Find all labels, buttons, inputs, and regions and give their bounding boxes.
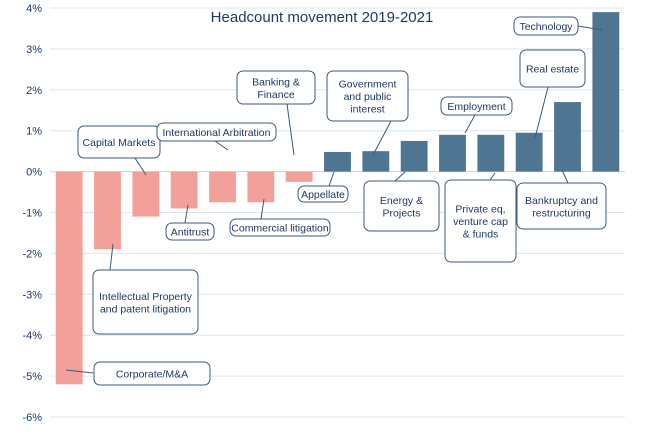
callout-box	[236, 70, 316, 105]
callout-box	[440, 96, 513, 116]
y-tick-label: -4%	[22, 330, 42, 342]
bar-label: Commercial litigation	[231, 223, 329, 235]
callout-leader	[65, 369, 94, 374]
callout-box	[92, 269, 199, 335]
y-tick-label: 0%	[26, 167, 42, 179]
callout-leader	[260, 198, 265, 220]
bar-label-callout: International Arbitration	[156, 122, 277, 151]
y-tick-label: 4%	[26, 3, 42, 15]
callout-box	[519, 49, 586, 88]
callout-leader	[184, 204, 189, 224]
callout-leader	[394, 171, 406, 182]
bar-label: Corporate/M&A	[116, 369, 188, 381]
bar	[515, 132, 543, 172]
callout-box	[516, 182, 607, 230]
bar	[439, 134, 466, 172]
callout-leader	[464, 114, 476, 134]
callout-box	[444, 179, 517, 263]
bar-label-callout: Employment	[440, 96, 513, 134]
bar	[324, 151, 351, 172]
bar	[94, 171, 121, 250]
callout-leader	[534, 86, 549, 139]
bar-label: Bankruptcy and restructuring	[525, 195, 598, 220]
y-tick-label: -5%	[22, 371, 42, 383]
callout-box	[326, 70, 409, 122]
callout-leader	[328, 171, 335, 187]
bar	[554, 102, 581, 172]
bars	[55, 12, 620, 385]
callout-box	[165, 222, 215, 241]
bar-label-callout: Technology	[513, 16, 603, 36]
bar-label: Real estate	[526, 64, 579, 76]
bar	[285, 171, 313, 182]
bar-label-callout: Government and public interest	[326, 70, 409, 156]
callout-leader	[577, 25, 603, 31]
callout-box	[229, 218, 331, 237]
callout-leader	[489, 172, 496, 181]
callout-leader	[109, 243, 114, 271]
callout-box	[297, 185, 349, 203]
callout-leader	[214, 140, 229, 151]
bar-label: Intellectual Property and patent litigati…	[99, 291, 193, 316]
bar-label-callout: Capital Markets	[77, 125, 161, 176]
bar	[400, 140, 428, 172]
bar	[362, 151, 390, 172]
bar-label: Banking & Finance	[252, 76, 300, 101]
bar	[592, 12, 620, 172]
y-tick-label: -1%	[22, 208, 42, 220]
y-tick-label: 1%	[26, 126, 42, 138]
callout-leader	[561, 169, 569, 184]
bar-label-callout: Bankruptcy and restructuring	[516, 169, 607, 230]
y-tick-label: -3%	[22, 289, 42, 301]
bar-label-callout: Real estate	[519, 49, 586, 139]
bar-label: Technology	[519, 21, 573, 33]
callout-box	[363, 180, 440, 232]
bar-label-callout: Intellectual Property and patent litigati…	[92, 243, 199, 335]
bar-label-callout: Private eq, venture cap & funds	[444, 172, 517, 263]
y-tick-label: -6%	[22, 412, 42, 424]
bar	[209, 171, 236, 203]
bar-label-callout: Antitrust	[165, 204, 215, 241]
callout-leader	[372, 120, 392, 156]
bar	[477, 134, 505, 172]
bar-label: International Arbitration	[163, 127, 271, 139]
bar-label: Capital Markets	[83, 137, 156, 149]
callout-box	[156, 122, 277, 142]
y-axis: 4% 3% 2% 1% 0% -1% -2% -3% -4% -5% -6%	[22, 3, 42, 424]
callout-box	[77, 125, 161, 159]
y-tick-label: 3%	[26, 44, 42, 56]
callout-leader	[286, 103, 295, 156]
bar-label: Antitrust	[171, 227, 210, 239]
bar-label-callout: Commercial litigation	[229, 198, 331, 237]
bar-label-callout: Energy & Projects	[363, 171, 440, 232]
callout-leader	[134, 157, 147, 176]
bar-label: Appellate	[301, 189, 345, 201]
callout-box	[513, 16, 579, 36]
y-tick-label: -2%	[22, 248, 42, 260]
bar-callouts: Corporate/M&A Intellectual Property and pa…	[65, 16, 607, 386]
bar-label: Private eq, venture cap & funds	[453, 204, 508, 241]
bar-label-callout: Corporate/M&A	[65, 361, 211, 386]
bar	[132, 171, 160, 217]
y-tick-label: 2%	[26, 85, 42, 97]
bar	[247, 171, 275, 203]
bar-label: Employment	[447, 101, 505, 113]
bar-label: Energy & Projects	[380, 195, 423, 220]
chart-title: Headcount movement 2019-2021	[211, 9, 434, 26]
callout-box	[93, 361, 211, 386]
bar-label-callout: Banking & Finance	[236, 70, 316, 156]
bar-label: Government and public interest	[339, 79, 397, 116]
bar	[170, 171, 198, 209]
bar-label-callout: Appellate	[297, 171, 349, 203]
bar	[55, 171, 83, 385]
